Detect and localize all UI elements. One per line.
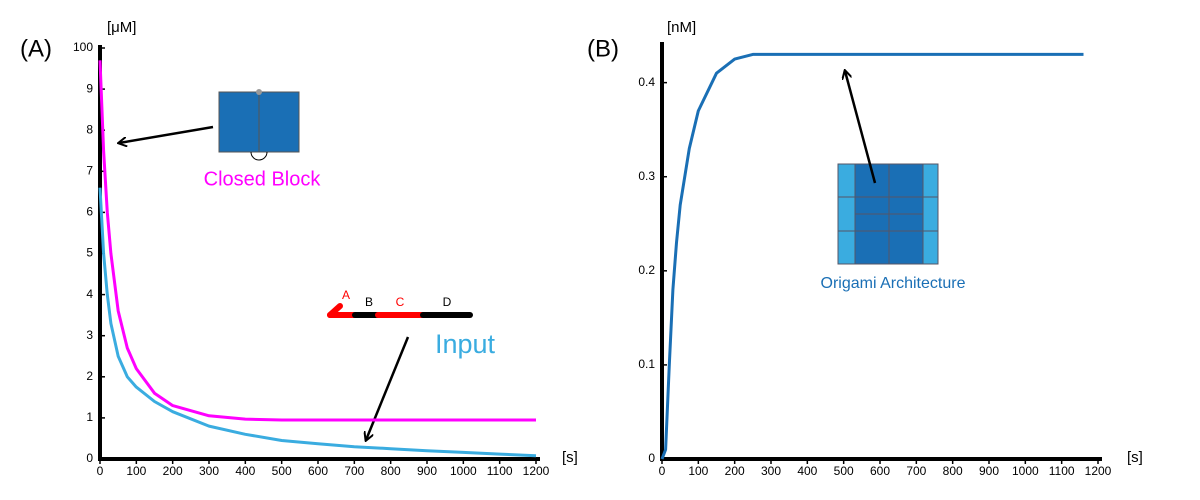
y-tick-label: 0.1 (638, 357, 655, 371)
strand-label: A (342, 288, 350, 302)
x-tick-label: 0 (97, 464, 104, 478)
origami-icon (837, 163, 939, 265)
x-tick-label: 700 (344, 464, 364, 478)
y-tick-label: 5 (86, 246, 93, 260)
x-tick-label: 100 (126, 464, 146, 478)
x-tick-label: 400 (797, 464, 817, 478)
series-label: Origami Architecture (821, 275, 966, 292)
strand-label: C (396, 295, 405, 309)
x-tick-label: 300 (199, 464, 219, 478)
y-tick-label: 2 (86, 369, 93, 383)
data-line (660, 52, 1084, 460)
panel-label: (A) (20, 35, 52, 62)
series-label: Input (435, 329, 496, 359)
x-tick-label: 500 (272, 464, 292, 478)
x-tick-label: 300 (761, 464, 781, 478)
x-tick-label: 200 (163, 464, 183, 478)
y-tick-label: 1 (86, 410, 93, 424)
x-tick-label: 900 (979, 464, 999, 478)
y-tick-label: 0.4 (638, 75, 655, 89)
strand-icon (327, 303, 473, 318)
y-tick-label: 8 (86, 122, 93, 136)
x-tick-label: 1100 (1049, 464, 1075, 478)
x-tick-label: 800 (381, 464, 401, 478)
y-axis-label: [μM] (107, 19, 136, 36)
x-tick-label: 800 (943, 464, 963, 478)
arrow (845, 71, 877, 184)
arrow (119, 125, 214, 143)
x-tick-label: 100 (688, 464, 708, 478)
data-line (98, 60, 536, 422)
y-tick-label: 0 (648, 451, 655, 465)
x-tick-label: 600 (308, 464, 328, 478)
series-label: Closed Block (204, 168, 322, 190)
x-tick-label: 600 (870, 464, 890, 478)
y-tick-label: 4 (86, 287, 93, 301)
x-tick-label: 0 (659, 464, 666, 478)
arrow (366, 336, 410, 440)
strand-label: B (365, 295, 373, 309)
y-tick-label: 7 (86, 163, 93, 177)
x-tick-label: 1000 (450, 464, 477, 478)
x-tick-label: 200 (725, 464, 745, 478)
closed-block-icon (218, 89, 300, 161)
y-tick-label: 9 (86, 81, 93, 95)
x-tick-label: 700 (906, 464, 926, 478)
y-tick-label: 0.3 (638, 169, 655, 183)
y-tick-label: 0.2 (638, 263, 655, 277)
x-tick-label: 1200 (1085, 464, 1112, 478)
y-tick-label: 3 (86, 328, 93, 342)
x-tick-label: 1100 (487, 464, 513, 478)
panel-label: (B) (587, 35, 619, 62)
data-line (98, 187, 537, 458)
y-tick-label: 6 (86, 205, 93, 219)
y-axis-label: [nM] (667, 19, 696, 36)
x-axis-label: [s] (562, 449, 578, 466)
y-tick-label: 100 (73, 40, 93, 54)
x-tick-label: 400 (235, 464, 255, 478)
strand-label: D (443, 295, 452, 309)
x-axis-label: [s] (1127, 449, 1143, 466)
x-tick-label: 900 (417, 464, 437, 478)
x-tick-label: 1000 (1012, 464, 1039, 478)
x-tick-label: 1200 (523, 464, 550, 478)
x-tick-label: 500 (834, 464, 854, 478)
y-tick-label: 0 (86, 451, 93, 465)
